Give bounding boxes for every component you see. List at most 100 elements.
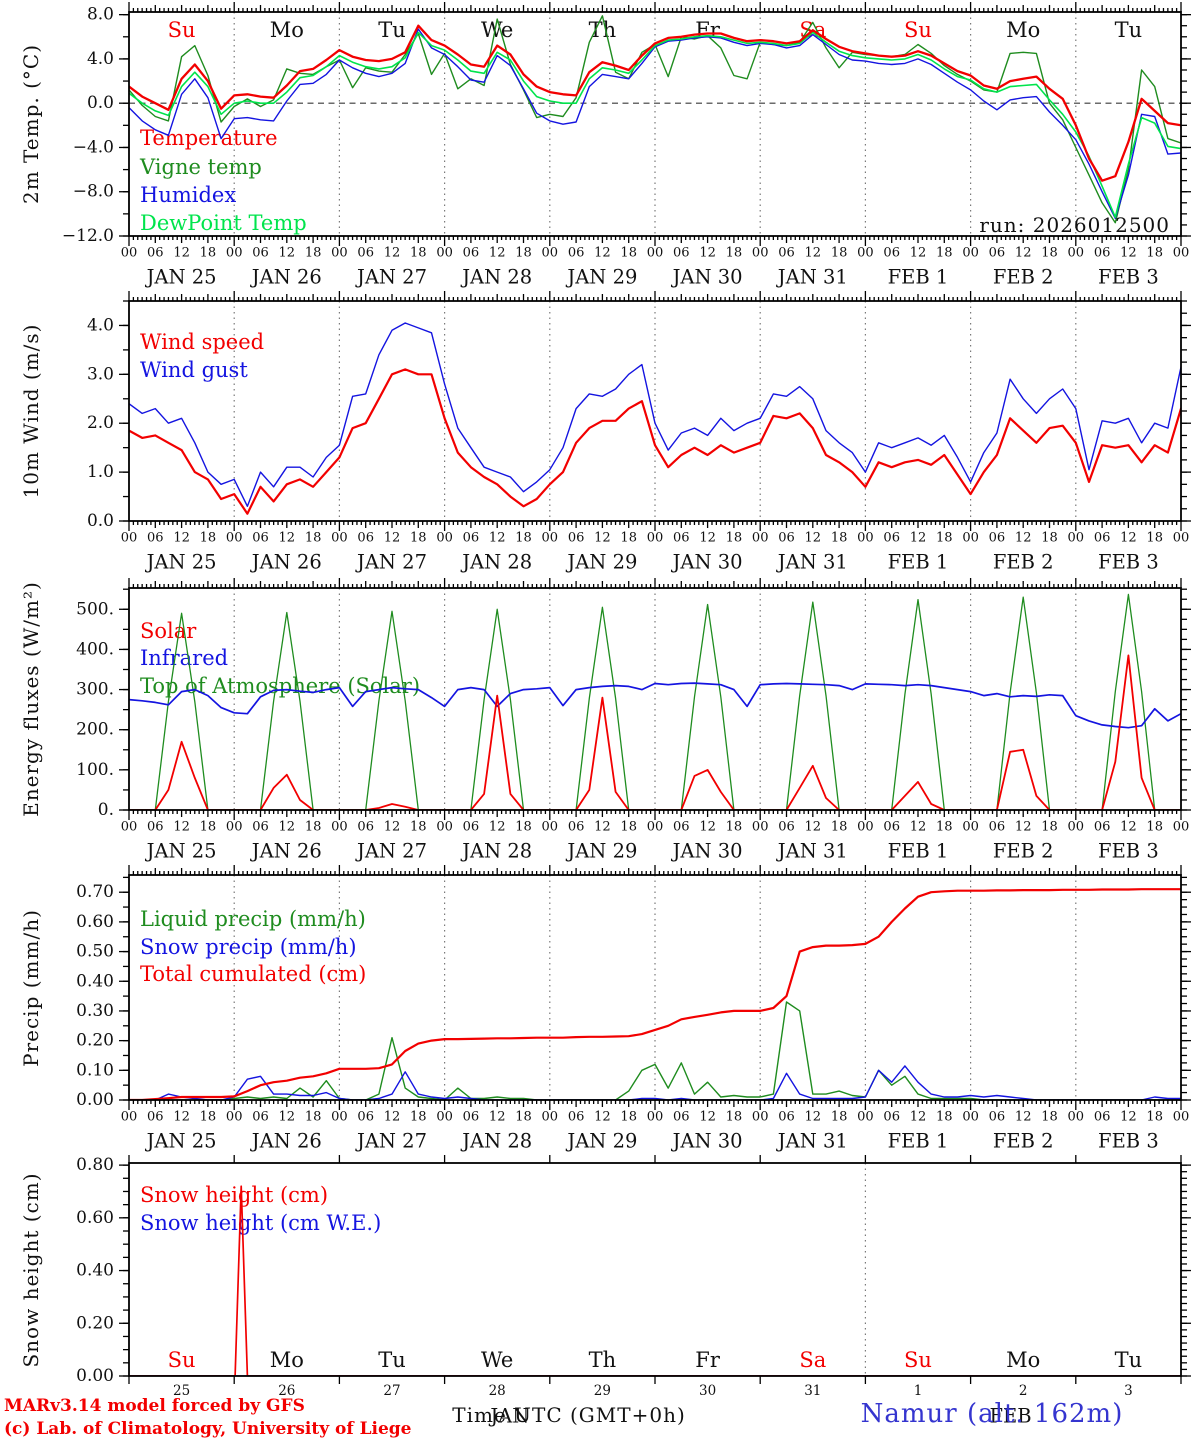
hour-tick-label: 12 [489,531,506,546]
y-tick-labels: 0.80 0.60 0.40 0.20 0.00 [76,1155,114,1386]
day-name-label: Tu [1115,1348,1143,1372]
day-number-label: 3 [1124,1383,1133,1399]
hour-tick-label: 18 [200,531,217,546]
hour-tick-label: 12 [1120,1110,1137,1125]
y-tick-label: −8.0 [73,182,114,202]
date-label: JAN 30 [671,1130,743,1153]
hour-tick-label: 06 [252,531,269,546]
series-dewpoint-temp [129,31,1181,218]
hour-tick-label: 18 [410,246,427,261]
legend-temperature: Temperature [140,126,278,150]
hour-tick-label: 00 [857,820,874,835]
hour-tick-label: 18 [831,246,848,261]
date-label: JAN 30 [671,551,743,574]
hour-tick-label: 12 [384,820,401,835]
hour-tick-label: 00 [331,820,348,835]
date-label: JAN 26 [250,551,322,574]
day-name-label: Sa [799,1348,826,1372]
hour-tick-label: 18 [305,246,322,261]
x-tick-labels: 00 06 12 18 00 06 12 18 00 06 12 18 00 06 12 18 00 06 12 18… [121,1110,1190,1153]
hour-tick-label: 00 [1173,1110,1190,1125]
hour-tick-label: 12 [699,820,716,835]
hour-tick-label: 00 [436,820,453,835]
day-gridlines [233,588,1077,810]
hour-tick-label: 18 [726,531,743,546]
hour-tick-label: 06 [568,820,585,835]
day-name-label: Su [168,1348,196,1372]
day-name-label: Su [904,18,932,42]
hour-tick-label: 00 [331,1110,348,1125]
hour-tick-label: 18 [410,1110,427,1125]
date-label: JAN 26 [250,266,322,289]
hour-tick-label: 12 [173,246,190,261]
day-name-label: Mo [270,1348,304,1372]
hour-tick-label: 06 [673,531,690,546]
y-tick-label: 0.0 [87,93,114,113]
hour-tick-label: 12 [699,246,716,261]
y-tick-label: 3.0 [87,364,114,384]
hour-tick-label: 00 [226,246,243,261]
date-label: JAN 25 [145,551,217,574]
hour-tick-label: 00 [542,1110,559,1125]
date-label: FEB 1 [888,840,949,863]
day-name-label: Su [904,1348,932,1372]
y-tick-label: 0.40 [76,971,114,991]
hour-tick-label: 18 [305,1110,322,1125]
date-label: FEB 2 [993,551,1054,574]
hour-tick-label: 06 [883,246,900,261]
hour-tick-label: 06 [357,531,374,546]
hour-tick-label: 06 [673,820,690,835]
series-group [129,1185,1181,1376]
hour-tick-label: 18 [620,1110,637,1125]
x-tick-labels: 25 26 27 28 29 30 31 1 2 3 JAN FEB [173,1383,1133,1428]
hour-tick-label: 06 [463,246,480,261]
hour-tick-label: 18 [1041,531,1058,546]
hour-tick-label: 06 [357,820,374,835]
hour-tick-label: 00 [436,531,453,546]
hour-tick-label: 18 [831,820,848,835]
hour-tick-label: 12 [699,1110,716,1125]
day-number-label: 1 [914,1383,923,1399]
hour-tick-label: 18 [831,531,848,546]
hour-tick-label: 12 [594,531,611,546]
y-axis-title-energy: Energy fluxes (W/m²) [19,581,43,817]
y-tick-label: 0.00 [76,1366,114,1386]
day-number-label: 25 [173,1383,190,1399]
day-name-label: Th [589,1348,617,1372]
day-name-label: Th [589,18,617,42]
hour-tick-label: 18 [726,1110,743,1125]
hour-tick-label: 06 [989,1110,1006,1125]
ticks [119,1155,1191,1384]
hour-tick-label: 00 [857,531,874,546]
legend-wind-speed: Wind speed [140,330,264,354]
hour-tick-label: 00 [226,531,243,546]
hour-tick-label: 00 [752,531,769,546]
hour-tick-label: 06 [989,531,1006,546]
hour-tick-label: 00 [1068,531,1085,546]
hour-tick-label: 12 [173,820,190,835]
day-name-label: Tu [378,1348,406,1372]
y-tick-labels: 0.70 0.60 0.50 0.40 0.30 0.20 0.10 0.00 [76,882,114,1110]
y-tick-label: 0. [98,800,114,820]
date-label: JAN 26 [250,840,322,863]
hour-tick-label: 12 [384,246,401,261]
hour-tick-label: 12 [910,820,927,835]
hour-tick-label: 18 [200,820,217,835]
date-label: JAN 28 [460,266,532,289]
date-label: JAN 25 [145,840,217,863]
series-top-of-atmosphere-solar- [129,593,1181,810]
hour-tick-label: 18 [200,1110,217,1125]
hour-tick-label: 18 [936,1110,953,1125]
hour-tick-label: 12 [1015,1110,1032,1125]
y-tick-label: 100. [76,760,114,780]
hour-tick-label: 18 [1146,820,1163,835]
hour-tick-label: 12 [594,246,611,261]
series-solar [129,654,1181,810]
hour-tick-label: 18 [620,246,637,261]
credit-model-line: MARv3.14 model forced by GFS [4,1396,305,1416]
y-tick-label: 0.60 [76,1208,114,1228]
month-label: FEB [990,1405,1032,1428]
hour-tick-label: 06 [778,531,795,546]
x-tick-labels: 00 06 12 18 00 06 12 18 00 06 12 18 00 06 12 18 00 06 12 18… [121,246,1190,289]
